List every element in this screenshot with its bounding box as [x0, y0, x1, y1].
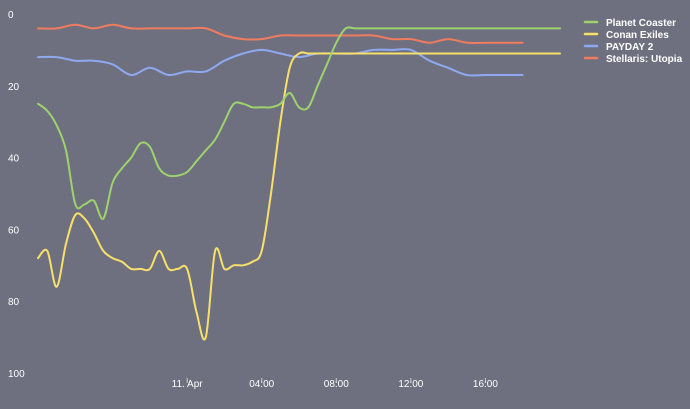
plot-lines — [37, 23, 561, 341]
x-tick-label: 04:00 — [249, 379, 274, 390]
y-tick-label: 80 — [8, 297, 20, 308]
y-tick-label: 40 — [8, 154, 20, 165]
legend-label[interactable]: Conan Exiles — [606, 30, 669, 41]
y-tick-label: 60 — [8, 225, 20, 236]
series-line-planet-coaster — [37, 26, 561, 220]
y-tick-label: 100 — [8, 369, 25, 380]
y-tick-label: 0 — [8, 10, 14, 21]
y-tick-label: 20 — [8, 82, 20, 93]
x-tick-label: 12:00 — [398, 379, 423, 390]
legend-label[interactable]: Stellaris: Utopia — [606, 54, 683, 65]
x-tick-label: 11. Apr — [172, 379, 204, 390]
series-line-conan-exiles — [37, 51, 561, 341]
legend-label[interactable]: Planet Coaster — [606, 18, 676, 29]
x-tick-label: 08:00 — [324, 379, 349, 390]
series-line-stellaris-utopia — [37, 23, 524, 44]
y-axis: 0 20 40 60 80 100 — [8, 10, 25, 380]
x-axis: 11. Apr 04:00 08:00 12:00 16:00 — [172, 378, 498, 390]
x-tick-label: 16:00 — [473, 379, 498, 390]
series-line-payday-2 — [37, 48, 524, 77]
legend-label[interactable]: PAYDAY 2 — [606, 42, 654, 53]
